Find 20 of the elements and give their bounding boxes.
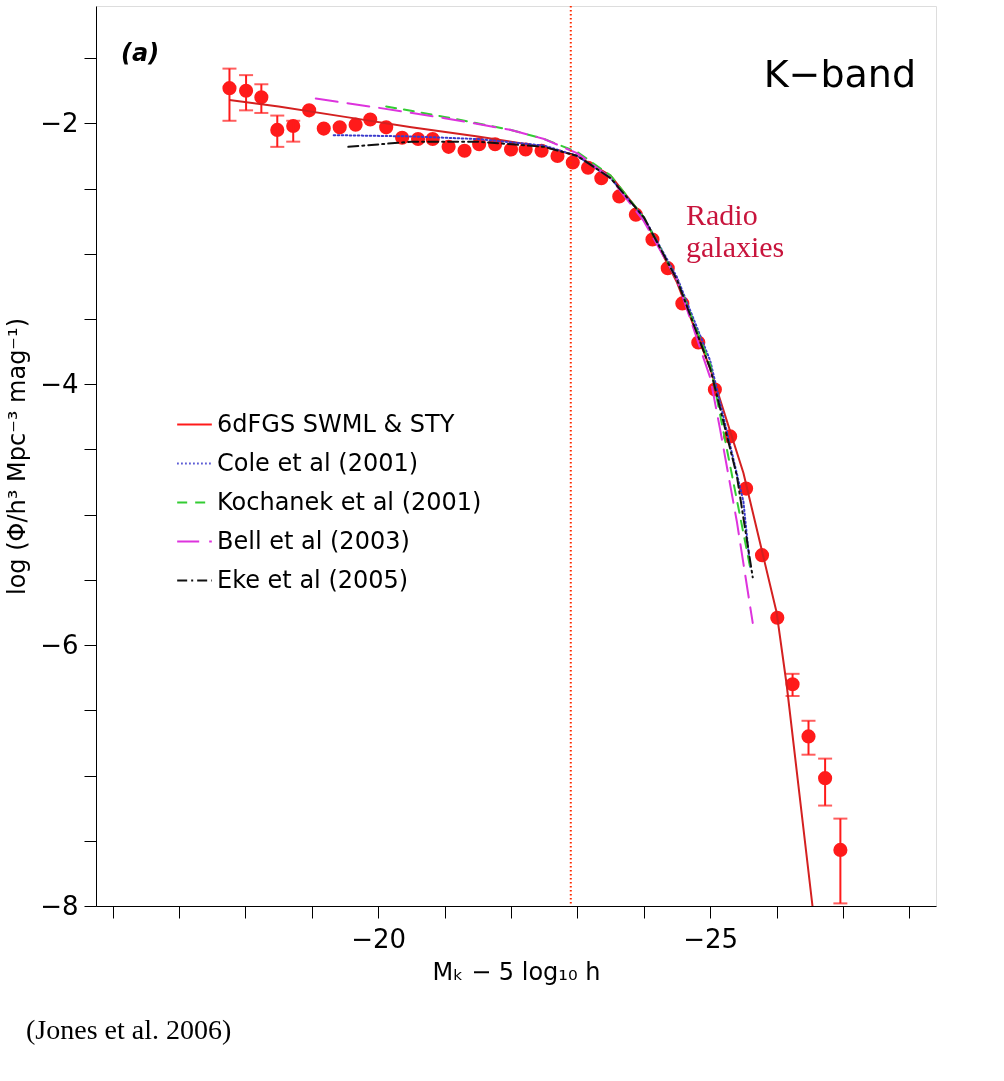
legend-label: Cole et al (2001)	[217, 448, 419, 477]
y-tick-label: −4	[40, 368, 79, 399]
point	[457, 143, 472, 158]
point	[316, 121, 331, 136]
legend-label: Kochanek et al (2001)	[217, 487, 482, 516]
text: (Jones et al. 2006)	[26, 1014, 232, 1045]
legend-label: Bell et al (2003)	[217, 526, 410, 555]
y-tick-label: −6	[40, 629, 79, 660]
x-tick-label: −20	[351, 923, 407, 954]
y-tick-label: −2	[40, 107, 79, 138]
annotation: (a)	[121, 39, 160, 67]
legend-label: 6dFGS SWML & STY	[217, 409, 455, 438]
x-axis-title: Mₖ − 5 log₁₀ h	[432, 957, 601, 986]
y-tick-label: −8	[40, 890, 79, 921]
y-axis-title: log (Φ/h³ Mpc⁻³ mag⁻¹)	[3, 317, 32, 596]
point	[332, 120, 347, 135]
x-tick-label: −25	[683, 923, 739, 954]
annotation: K−band	[763, 52, 916, 96]
legend-label: Eke et al (2005)	[217, 565, 409, 594]
annotation: Radio galaxies	[686, 198, 785, 263]
